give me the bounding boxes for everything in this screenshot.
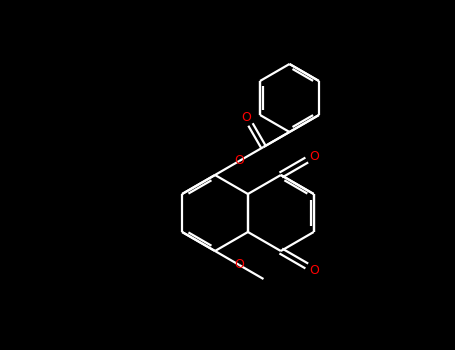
- Text: O: O: [234, 154, 244, 168]
- Text: O: O: [242, 111, 252, 124]
- Text: O: O: [309, 149, 318, 162]
- Text: O: O: [309, 264, 318, 276]
- Text: O: O: [234, 259, 244, 272]
